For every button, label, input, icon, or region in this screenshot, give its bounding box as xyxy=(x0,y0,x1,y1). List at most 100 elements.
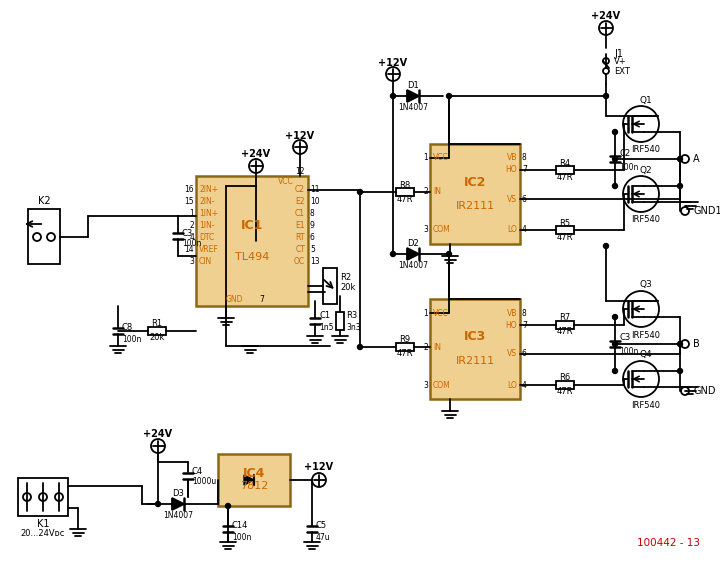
Text: R4: R4 xyxy=(559,158,570,168)
Text: TL494: TL494 xyxy=(235,252,269,262)
Text: 6: 6 xyxy=(522,350,527,359)
Text: IRF540: IRF540 xyxy=(631,400,660,409)
Text: A: A xyxy=(693,154,700,164)
Text: Q2: Q2 xyxy=(639,165,652,174)
Circle shape xyxy=(358,345,362,350)
Circle shape xyxy=(603,94,608,99)
Text: 100n: 100n xyxy=(232,532,251,541)
Text: Q4: Q4 xyxy=(639,350,652,359)
Text: Q3: Q3 xyxy=(639,280,652,289)
FancyBboxPatch shape xyxy=(430,299,520,399)
Text: 12: 12 xyxy=(295,168,305,177)
Circle shape xyxy=(390,252,395,257)
Text: 8: 8 xyxy=(522,309,527,318)
Text: GND1: GND1 xyxy=(693,206,720,216)
Text: 14: 14 xyxy=(184,245,194,254)
Text: 2: 2 xyxy=(189,222,194,231)
Text: E1: E1 xyxy=(295,222,305,231)
Text: +12V: +12V xyxy=(305,462,333,472)
Text: 4: 4 xyxy=(189,233,194,243)
Text: 100n: 100n xyxy=(619,347,639,356)
Text: 10: 10 xyxy=(310,197,320,206)
Text: 1IN-: 1IN- xyxy=(199,222,215,231)
Text: C2: C2 xyxy=(295,186,305,195)
Text: IC4: IC4 xyxy=(243,467,265,481)
Bar xyxy=(18,478,68,516)
Text: 20k: 20k xyxy=(340,284,356,293)
Text: IC3: IC3 xyxy=(464,331,486,343)
Text: HO: HO xyxy=(505,165,517,174)
Text: C3: C3 xyxy=(182,228,193,237)
Text: 1: 1 xyxy=(423,309,428,318)
Bar xyxy=(148,327,166,335)
Text: R5: R5 xyxy=(559,218,570,227)
Bar xyxy=(323,268,337,304)
Text: R6: R6 xyxy=(559,373,571,382)
Text: IRF540: IRF540 xyxy=(631,146,660,155)
Text: C4: C4 xyxy=(192,468,203,477)
Circle shape xyxy=(390,94,395,99)
Text: VREF: VREF xyxy=(199,245,219,254)
Circle shape xyxy=(603,244,608,249)
Circle shape xyxy=(613,183,618,188)
FancyBboxPatch shape xyxy=(430,144,520,244)
Text: 3: 3 xyxy=(423,381,428,390)
Text: IRF540: IRF540 xyxy=(631,331,660,340)
Text: 47R: 47R xyxy=(397,350,413,359)
Circle shape xyxy=(358,190,362,195)
Text: 3: 3 xyxy=(189,258,194,267)
Text: CIN: CIN xyxy=(199,258,212,267)
Circle shape xyxy=(225,504,230,509)
Text: VS: VS xyxy=(507,195,517,204)
Bar xyxy=(556,166,574,174)
Text: 1: 1 xyxy=(189,209,194,218)
Text: 7: 7 xyxy=(260,296,264,305)
Text: C5: C5 xyxy=(316,522,327,531)
Text: R8: R8 xyxy=(400,180,410,190)
Text: DTC: DTC xyxy=(199,233,215,243)
Text: E2: E2 xyxy=(295,197,305,206)
Text: 1N4007: 1N4007 xyxy=(163,512,193,521)
Text: +24V: +24V xyxy=(591,11,621,21)
Text: 2: 2 xyxy=(423,187,428,196)
Text: +24V: +24V xyxy=(241,149,271,159)
FancyBboxPatch shape xyxy=(218,454,290,506)
Bar xyxy=(556,226,574,234)
Text: IR2111: IR2111 xyxy=(456,356,495,366)
Circle shape xyxy=(678,341,683,346)
Text: 100442 - 13: 100442 - 13 xyxy=(637,538,700,548)
Text: EXT: EXT xyxy=(614,67,630,76)
Text: C2: C2 xyxy=(619,148,630,157)
Text: 7: 7 xyxy=(522,165,527,174)
Text: 6: 6 xyxy=(522,195,527,204)
Text: C8: C8 xyxy=(122,324,133,333)
Text: 15: 15 xyxy=(184,197,194,206)
Text: VS: VS xyxy=(507,350,517,359)
Text: LO: LO xyxy=(507,226,517,235)
Polygon shape xyxy=(407,248,419,260)
Text: COM: COM xyxy=(433,226,451,235)
Text: 2IN-: 2IN- xyxy=(199,197,215,206)
Text: 20k: 20k xyxy=(149,333,165,342)
Bar xyxy=(556,321,574,329)
Circle shape xyxy=(613,156,618,161)
Circle shape xyxy=(446,94,451,99)
Text: GND: GND xyxy=(693,386,716,396)
Text: 4: 4 xyxy=(522,226,527,235)
Text: 1n5: 1n5 xyxy=(319,324,333,333)
Circle shape xyxy=(613,315,618,319)
Text: 1000u: 1000u xyxy=(192,478,216,487)
Text: IRF540: IRF540 xyxy=(631,215,660,224)
Text: 20...24Vᴅᴄ: 20...24Vᴅᴄ xyxy=(21,530,66,539)
Text: 4: 4 xyxy=(522,381,527,390)
Text: R3: R3 xyxy=(346,311,357,320)
Text: C14: C14 xyxy=(232,522,248,531)
Polygon shape xyxy=(244,475,254,485)
Text: 100n: 100n xyxy=(619,162,639,171)
Text: RT: RT xyxy=(295,233,305,243)
Text: 47R: 47R xyxy=(557,387,573,396)
Text: +12V: +12V xyxy=(379,58,408,68)
Text: D2: D2 xyxy=(407,240,419,249)
Bar xyxy=(556,381,574,389)
Bar xyxy=(396,343,414,351)
